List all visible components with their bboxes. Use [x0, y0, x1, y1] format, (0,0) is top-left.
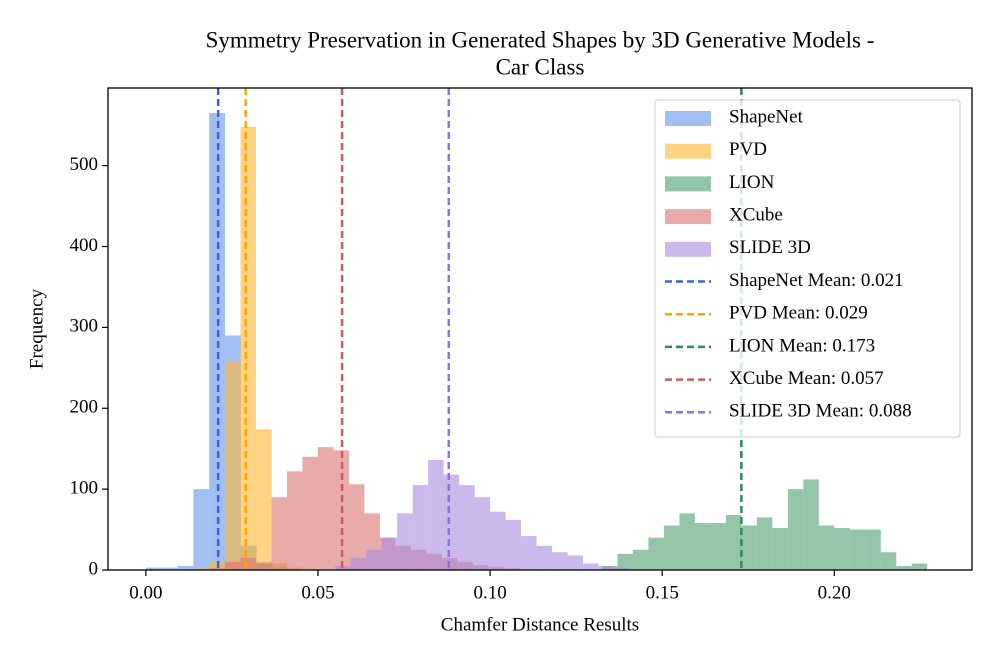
histogram-bar: [397, 513, 413, 570]
legend-swatch: [665, 209, 711, 225]
histogram-bar: [834, 527, 850, 570]
legend-label: LION: [729, 172, 775, 193]
legend-label: ShapeNet: [729, 106, 804, 127]
histogram-bar: [583, 563, 599, 570]
legend-swatch: [665, 143, 711, 159]
legend-label: PVD Mean: 0.029: [729, 303, 868, 324]
y-tick-label: 400: [70, 235, 99, 256]
x-axis-label: Chamfer Distance Results: [441, 614, 639, 635]
histogram-bar: [350, 557, 367, 570]
histogram-bar: [459, 485, 475, 570]
histogram-bar: [225, 561, 241, 570]
legend-label: XCube Mean: 0.057: [729, 368, 884, 389]
histogram-bar: [632, 549, 649, 570]
x-tick-label: 0.20: [818, 582, 851, 603]
histogram-bar: [614, 567, 630, 570]
histogram-bar: [536, 545, 553, 570]
histogram-bar: [663, 525, 680, 570]
histogram-bar: [880, 552, 897, 570]
x-tick-label: 0.00: [129, 582, 162, 603]
histogram-bar: [648, 537, 664, 570]
histogram-bar: [896, 565, 912, 570]
y-tick-label: 100: [70, 477, 99, 498]
histogram-bar: [474, 497, 491, 570]
histogram-bar: [443, 474, 460, 570]
y-axis-label: Frequency: [26, 288, 47, 369]
chart-title: Car Class: [496, 54, 585, 79]
histogram-bar: [694, 523, 711, 570]
histogram-bar: [803, 479, 819, 570]
histogram-bar: [286, 471, 303, 570]
histogram-bar: [865, 529, 881, 570]
histogram-bar: [772, 527, 788, 570]
histogram-bar: [256, 563, 272, 570]
legend-swatch: [665, 111, 711, 126]
histogram-bar: [849, 529, 866, 570]
histogram-bar: [177, 565, 194, 570]
legend-swatch: [665, 241, 711, 257]
histogram-bar: [710, 523, 726, 570]
x-tick-label: 0.15: [646, 582, 679, 603]
histogram-bar: [818, 525, 835, 570]
x-tick-label: 0.05: [301, 582, 334, 603]
histogram-bar: [756, 517, 773, 570]
legend-box: [654, 99, 961, 438]
legend-label: ShapeNet Mean: 0.021: [729, 270, 904, 291]
y-tick-label: 300: [70, 316, 99, 337]
histogram-bar: [145, 567, 162, 570]
histogram-bar: [412, 485, 429, 570]
histogram-bar: [271, 497, 287, 570]
histogram-bar: [348, 484, 365, 570]
y-tick-label: 500: [70, 154, 99, 175]
legend: ShapeNet PVD LION XCube SLIDE 3D ShapeNet Mea…: [654, 99, 961, 438]
legend-label: SLIDE 3D Mean: 0.088: [729, 401, 912, 422]
histogram-bar: [302, 456, 318, 570]
histogram-bar: [240, 126, 257, 571]
histogram-bar: [787, 489, 804, 570]
histogram-bar: [505, 519, 522, 570]
legend-label: XCube: [729, 204, 783, 225]
histogram-bar: [381, 537, 398, 570]
x-tick-label: 0.10: [473, 582, 506, 603]
histogram-bar: [911, 563, 928, 570]
legend-label: SLIDE 3D: [729, 237, 811, 258]
histogram-bar: [521, 536, 537, 570]
histogram-bar: [567, 555, 584, 570]
histogram-bar: [317, 447, 334, 570]
histogram-bar: [598, 565, 615, 570]
histogram-bar: [617, 553, 633, 570]
histogram-bar: [725, 515, 742, 570]
histogram-bar: [225, 361, 241, 570]
histogram-bar: [679, 513, 695, 570]
legend-label: LION Mean: 0.173: [729, 335, 875, 356]
histogram-bar: [490, 511, 506, 570]
histogram-bar: [552, 552, 568, 570]
y-tick-label: 200: [70, 397, 99, 418]
histogram-bar: [194, 568, 210, 570]
legend-swatch: [665, 176, 711, 192]
plot-frame: [107, 87, 973, 571]
histogram-bar: [256, 429, 272, 570]
y-tick-label: 0: [89, 558, 99, 579]
histogram-bar: [161, 567, 178, 570]
histogram-bar: [366, 549, 382, 570]
legend-label: PVD: [729, 139, 767, 160]
histogram-bar: [240, 557, 257, 570]
chart-title: Symmetry Preservation in Generated Shape…: [206, 27, 875, 52]
histogram-bar: [193, 489, 210, 570]
histogram-bar: [209, 568, 226, 570]
histogram-bar: [741, 525, 757, 570]
histogram-bar: [428, 460, 444, 570]
